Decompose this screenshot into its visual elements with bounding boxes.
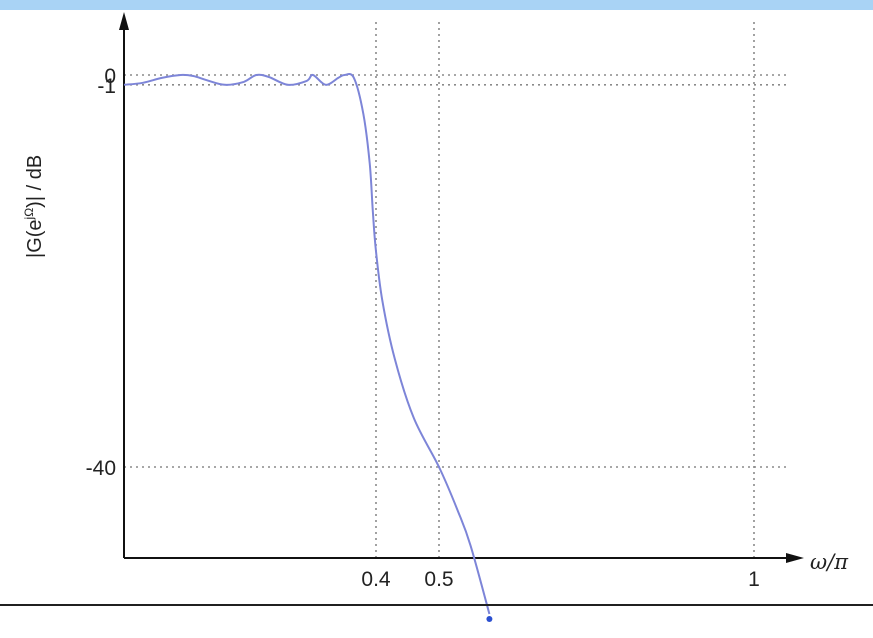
top-color-band (0, 0, 873, 10)
x-axis-arrow (786, 553, 804, 563)
y-axis-label-tail: )| / dB (24, 155, 46, 208)
series-layer (123, 73, 493, 622)
x-tick-label-1: 1 (748, 568, 760, 591)
x-axis-label: ω/π (810, 550, 849, 574)
y-tick-label--40: -40 (86, 457, 116, 480)
magnitude-response-line (123, 73, 491, 615)
curve-end-marker (486, 616, 493, 622)
axes (119, 12, 804, 563)
bottom-rule (0, 604, 873, 606)
tick-labels: 0.4 0.5 1 0-1 -40 (86, 65, 760, 591)
y-tick-label--1: -1 (97, 75, 116, 98)
x-tick-label-0.4: 0.4 (361, 568, 391, 591)
y-axis-label-main: |G(e (24, 219, 46, 258)
y-axis-arrow (119, 12, 129, 30)
y-axis-label: |G(ejΩ)| / dB (22, 155, 46, 258)
y-axis-label-superscript: jΩ (22, 208, 36, 221)
y-tick-label-0: 0 (104, 65, 116, 88)
x-tick-label-0.5: 0.5 (424, 568, 453, 591)
grid-lines (124, 22, 786, 558)
